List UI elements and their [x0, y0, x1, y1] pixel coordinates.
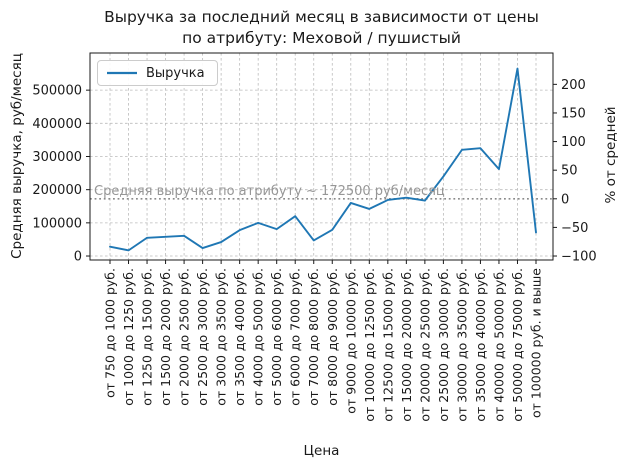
chart-title: Выручка за последний месяц в зависимости… [90, 7, 553, 49]
x-tick-label: от 9000 до 10000 руб. [343, 268, 358, 414]
x-tick-label: от 40000 до 50000 руб. [491, 268, 506, 422]
x-tick-label: от 100000 руб. и выше [529, 268, 544, 418]
y-tick-label-right: 50 [561, 164, 578, 179]
y-tick-label-right: 200 [561, 78, 586, 93]
x-tick-label: от 3500 до 4000 руб. [232, 268, 247, 406]
x-tick-label: от 35000 до 40000 руб. [473, 268, 488, 422]
x-tick-label: от 25000 до 30000 руб. [436, 268, 451, 422]
chart-title-line2: по атрибуту: Меховой / пушистый [182, 29, 461, 47]
y-tick-label-left: 300000 [32, 150, 82, 165]
y-tick-label-left: 500000 [32, 84, 82, 99]
legend-line-sample [107, 71, 137, 75]
x-tick-label: от 750 до 1000 руб. [103, 268, 118, 398]
x-tick-label: от 8000 до 9000 руб. [325, 268, 340, 406]
y-tick-label-right: −100 [561, 250, 597, 265]
y-tick-label-right: 150 [561, 106, 586, 121]
y-tick-label-left: 0 [74, 250, 82, 265]
x-tick-label: от 2000 до 2500 руб. [177, 268, 192, 406]
y-tick-label-left: 400000 [32, 117, 82, 132]
legend-label: Выручка [146, 65, 205, 81]
average-annotation: Средняя выручка по атрибуту ~ 172500 руб… [94, 184, 445, 199]
y-tick-label-right: 0 [561, 192, 569, 207]
y-tick-label-right: −50 [561, 221, 588, 236]
revenue-line [109, 67, 537, 252]
x-tick-label: от 2500 до 3000 руб. [195, 268, 210, 406]
x-axis-label: Цена [303, 443, 340, 459]
x-tick-label: от 3000 до 3500 руб. [214, 268, 229, 406]
x-tick-label: от 7000 до 8000 руб. [306, 268, 321, 406]
x-tick-label: от 12500 до 15000 руб. [380, 268, 395, 422]
x-tick-label: от 15000 до 20000 руб. [399, 268, 414, 422]
x-tick-label: от 5000 до 6000 руб. [269, 268, 284, 406]
x-tick-label: от 6000 до 7000 руб. [288, 268, 303, 406]
y-axis-label-right: % от средней [603, 106, 619, 204]
x-tick-label: от 10000 до 12500 руб. [362, 268, 377, 422]
x-tick-label: от 1000 до 1250 руб. [121, 268, 136, 406]
y-tick-label-left: 200000 [32, 183, 82, 198]
legend: Выручка [97, 60, 218, 86]
x-tick-label: от 20000 до 25000 руб. [417, 268, 432, 422]
chart-title-line1: Выручка за последний месяц в зависимости… [104, 8, 539, 26]
x-tick-label: от 1250 до 1500 руб. [140, 268, 155, 406]
x-tick-label: от 4000 до 5000 руб. [251, 268, 266, 406]
y-axis-label-left: Средняя выручка, руб/месяц [9, 53, 25, 259]
x-tick-label: от 50000 до 75000 руб. [510, 268, 525, 422]
y-tick-label-right: 100 [561, 135, 586, 150]
y-tick-label-left: 100000 [32, 216, 82, 231]
x-tick-label: от 1500 до 2000 руб. [158, 268, 173, 406]
x-tick-label: от 30000 до 35000 руб. [454, 268, 469, 422]
